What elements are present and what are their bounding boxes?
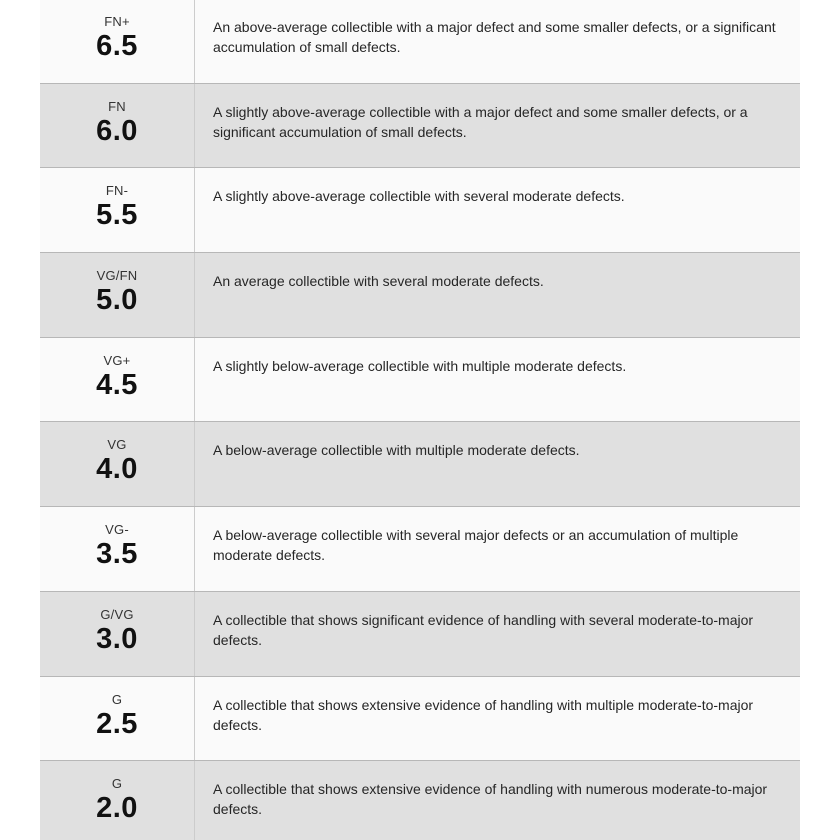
- grade-number: 5.5: [96, 199, 138, 232]
- grade-cell: VG+ 4.5: [40, 337, 195, 422]
- table-row: G 2.5 A collectible that shows extensive…: [40, 675, 800, 761]
- grade-number: 4.5: [96, 368, 138, 401]
- grade-number: 2.5: [96, 707, 138, 740]
- grade-label: G: [111, 691, 123, 707]
- table-row: FN- 5.5 A slightly above-average collect…: [40, 167, 800, 253]
- table-row: FN 6.0 A slightly above-average collecti…: [40, 82, 800, 168]
- grade-label: VG-: [105, 522, 129, 538]
- grade-description: A collectible that shows extensive evide…: [213, 781, 768, 818]
- grade-cell: FN- 5.5: [40, 168, 195, 253]
- grade-description: A collectible that shows significant evi…: [213, 611, 754, 648]
- grade-cell: VG 4.0: [40, 422, 195, 507]
- grade-description: A collectible that shows extensive evide…: [213, 696, 754, 733]
- grade-cell: G 2.0: [40, 761, 195, 840]
- grade-number: 6.0: [96, 114, 138, 147]
- grade-cell: G 2.5: [40, 676, 195, 761]
- grade-label: VG+: [103, 352, 131, 368]
- grade-number: 2.0: [96, 792, 138, 825]
- grade-number: 4.0: [96, 453, 138, 486]
- grade-label: FN: [108, 98, 126, 114]
- table-row: G 2.0 A collectible that shows extensive…: [40, 760, 800, 840]
- grade-description: A slightly below-average collectible wit…: [213, 357, 627, 374]
- grade-cell: G/VG 3.0: [40, 591, 195, 676]
- grading-scale-table: FN+ 6.5 An above-average collectible wit…: [40, 0, 800, 840]
- grade-cell: FN+ 6.5: [40, 0, 195, 83]
- grade-description: A below-average collectible with several…: [213, 527, 739, 564]
- grade-label: FN+: [104, 14, 130, 29]
- grade-description: An average collectible with several mode…: [213, 273, 544, 290]
- table-row: VG+ 4.5 A slightly below-average collect…: [40, 336, 800, 422]
- grade-cell: VG- 3.5: [40, 507, 195, 591]
- grade-number: 5.0: [96, 284, 138, 317]
- grade-label: G: [111, 776, 123, 792]
- grade-number: 3.5: [96, 538, 138, 571]
- grade-cell: FN 6.0: [40, 83, 195, 168]
- grade-number: 3.0: [96, 622, 138, 655]
- grade-description: An above-average collectible with a majo…: [213, 19, 776, 55]
- table-row: VG 4.0 A below-average collectible with …: [40, 421, 800, 507]
- grade-label: VG: [107, 437, 127, 453]
- grade-number: 6.5: [96, 30, 138, 62]
- table-row: FN+ 6.5 An above-average collectible wit…: [40, 0, 800, 83]
- grade-cell: VG/FN 5.0: [40, 253, 195, 337]
- grade-description: A slightly above-average collectible wit…: [213, 103, 748, 140]
- grade-label: G/VG: [100, 606, 134, 622]
- grade-label: FN-: [105, 183, 129, 199]
- table-row: VG- 3.5 A below-average collectible with…: [40, 506, 800, 591]
- table-row: VG/FN 5.0 An average collectible with se…: [40, 252, 800, 337]
- grade-description: A slightly above-average collectible wit…: [213, 188, 625, 205]
- grade-description: A below-average collectible with multipl…: [213, 442, 580, 459]
- table-row: G/VG 3.0 A collectible that shows signif…: [40, 590, 800, 676]
- grade-label: VG/FN: [96, 268, 138, 284]
